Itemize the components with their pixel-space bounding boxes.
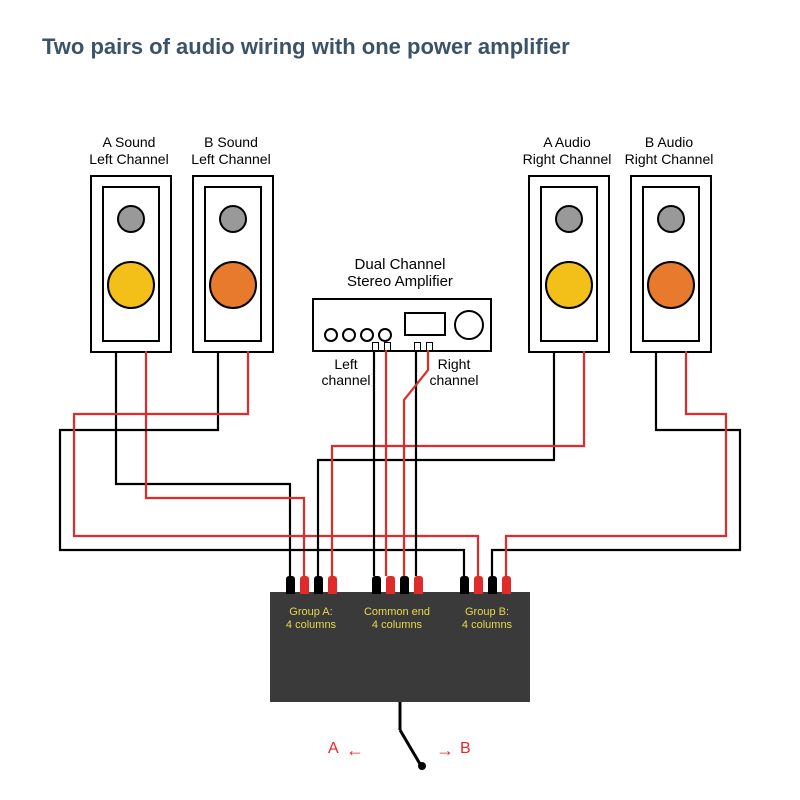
amp-left-channel-label: Leftchannel (316, 356, 376, 388)
speaker-a-right (528, 175, 610, 353)
switchbox-terminal (400, 576, 409, 594)
switchbox-terminal (414, 576, 423, 594)
amplifier (312, 298, 492, 352)
switchbox-terminal (314, 576, 323, 594)
switchbox: Group A:4 columns Common end4 columns Gr… (270, 592, 530, 702)
speaker-a-left (90, 175, 172, 353)
switchbox-terminal (372, 576, 381, 594)
selector-b-label: B (460, 740, 471, 758)
switchbox-terminal (502, 576, 511, 594)
arrow-right-icon: → (436, 740, 454, 761)
page-title: Two pairs of audio wiring with one power… (42, 34, 570, 60)
switchbox-terminal (328, 576, 337, 594)
switchbox-terminal (386, 576, 395, 594)
speaker-b-right-label: B AudioRight Channel (614, 134, 724, 168)
switchbox-terminal (286, 576, 295, 594)
switchbox-terminal (300, 576, 309, 594)
speaker-b-left (192, 175, 274, 353)
speaker-b-right (630, 175, 712, 353)
switchbox-terminal (474, 576, 483, 594)
amp-right-channel-label: Rightchannel (424, 356, 484, 388)
switchbox-group-a-label: Group A:4 columns (276, 606, 346, 632)
switchbox-terminal (488, 576, 497, 594)
amplifier-label: Dual ChannelStereo Amplifier (320, 256, 480, 290)
selector-a-label: A (328, 740, 339, 758)
speaker-b-left-label: B SoundLeft Channel (176, 134, 286, 168)
switchbox-group-b-label: Group B:4 columns (452, 606, 522, 632)
switchbox-terminal (460, 576, 469, 594)
speaker-a-right-label: A AudioRight Channel (512, 134, 622, 168)
arrow-left-icon: ← (346, 740, 364, 761)
switchbox-common-label: Common end4 columns (362, 606, 432, 632)
speaker-a-left-label: A SoundLeft Channel (74, 134, 184, 168)
